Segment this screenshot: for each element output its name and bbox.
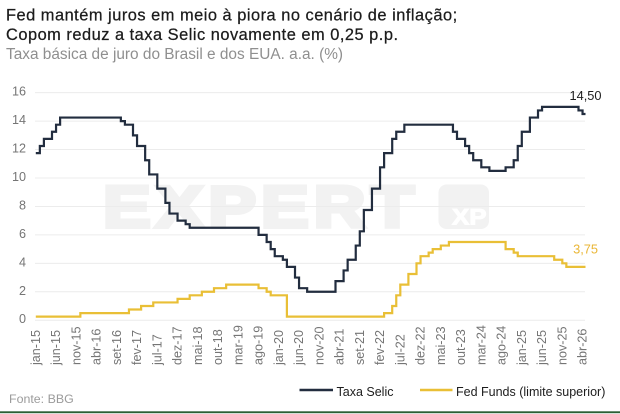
svg-text:Taxa básica de juro do Brasil: Taxa básica de juro do Brasil e dos EUA.… <box>6 46 343 63</box>
svg-text:Fonte: BBG: Fonte: BBG <box>9 392 74 406</box>
svg-text:nov-25: nov-25 <box>555 326 569 365</box>
svg-text:set-16: set-16 <box>110 330 124 365</box>
svg-text:jun-25: jun-25 <box>535 330 549 366</box>
svg-text:out-18: out-18 <box>211 329 225 365</box>
svg-text:14: 14 <box>12 113 26 127</box>
svg-text:nov-20: nov-20 <box>312 326 326 365</box>
svg-text:16: 16 <box>12 85 26 99</box>
svg-text:6: 6 <box>19 227 26 241</box>
svg-text:fev-17: fev-17 <box>130 330 144 365</box>
svg-text:mai-23: mai-23 <box>434 327 448 366</box>
svg-text:abr-16: abr-16 <box>90 329 104 365</box>
svg-text:Taxa Selic: Taxa Selic <box>337 385 394 399</box>
svg-text:ago-19: ago-19 <box>252 326 266 365</box>
svg-text:Fed Funds (limite superior): Fed Funds (limite superior) <box>456 385 605 399</box>
svg-text:ago-24: ago-24 <box>495 326 509 365</box>
svg-text:mai-18: mai-18 <box>191 327 205 366</box>
svg-text:14,50: 14,50 <box>569 88 601 103</box>
svg-text:jun-15: jun-15 <box>49 330 63 366</box>
svg-text:mar-19: mar-19 <box>231 325 245 365</box>
svg-text:abr-21: abr-21 <box>333 329 347 365</box>
svg-text:dez-17: dez-17 <box>171 326 185 365</box>
svg-text:jan-20: jan-20 <box>272 330 286 366</box>
svg-text:8: 8 <box>19 198 26 212</box>
svg-text:jul-22: jul-22 <box>393 334 407 366</box>
svg-text:out-23: out-23 <box>454 329 468 365</box>
svg-text:jan-15: jan-15 <box>29 330 43 366</box>
svg-text:4: 4 <box>19 255 26 269</box>
svg-text:dez-22: dez-22 <box>414 326 428 365</box>
svg-text:jan-25: jan-25 <box>515 330 529 366</box>
svg-text:EXPERT: EXPERT <box>103 175 419 240</box>
svg-text:2: 2 <box>19 284 26 298</box>
svg-text:Copom reduz a taxa Selic novam: Copom reduz a taxa Selic novamente em 0,… <box>6 26 399 44</box>
svg-text:jun-20: jun-20 <box>292 330 306 366</box>
svg-text:fev-22: fev-22 <box>373 330 387 365</box>
svg-text:3,75: 3,75 <box>573 242 598 257</box>
svg-text:abr-26: abr-26 <box>576 329 590 365</box>
svg-text:jul-17: jul-17 <box>150 334 164 366</box>
svg-text:XP: XP <box>452 205 487 230</box>
svg-text:Fed mantém juros em meio à pio: Fed mantém juros em meio à piora no cená… <box>6 7 458 25</box>
svg-text:12: 12 <box>12 142 26 156</box>
svg-text:10: 10 <box>12 170 26 184</box>
svg-text:set-21: set-21 <box>353 330 367 365</box>
svg-text:0: 0 <box>19 312 26 326</box>
svg-text:nov-15: nov-15 <box>69 326 83 365</box>
svg-text:mar-24: mar-24 <box>474 325 488 365</box>
